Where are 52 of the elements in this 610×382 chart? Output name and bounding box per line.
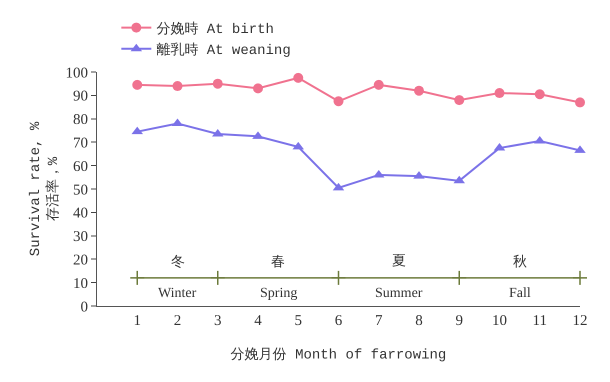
point xyxy=(253,83,263,94)
annotation: 春 xyxy=(271,254,285,270)
point xyxy=(172,81,182,92)
y-tick-label: 20 xyxy=(73,252,88,268)
y-tick-label: 0 xyxy=(80,299,88,316)
point xyxy=(575,97,585,108)
y-tick-label: 70 xyxy=(73,135,88,152)
x-tick-label: 9 xyxy=(456,313,463,329)
point xyxy=(210,270,226,286)
point xyxy=(572,270,588,286)
y-tick-label: 50 xyxy=(73,182,88,198)
x-tick-label: 4 xyxy=(254,313,262,329)
x-tick-label: 8 xyxy=(415,313,423,329)
y-tick-label: 40 xyxy=(73,206,88,222)
annotation: 冬 xyxy=(171,254,185,270)
y-tick-label: 60 xyxy=(73,158,88,175)
point xyxy=(293,72,304,83)
point xyxy=(534,89,545,100)
x-tick-label: 11 xyxy=(532,313,547,329)
point xyxy=(212,78,223,89)
point xyxy=(374,80,384,90)
annotation: Fall xyxy=(509,286,531,301)
y-tick-label: 90 xyxy=(73,88,88,105)
legend-label: 離乳時 At weaning xyxy=(156,42,291,60)
point xyxy=(132,80,142,90)
point xyxy=(494,88,504,98)
x-tick-label: 7 xyxy=(375,313,383,329)
x-tick-label: 12 xyxy=(572,313,588,329)
x-tick-label: 1 xyxy=(134,313,141,329)
x-tick-label: 10 xyxy=(492,313,507,329)
y-tick-label: 100 xyxy=(66,65,88,82)
annotation: 夏 xyxy=(392,254,406,269)
x-tick-label: 5 xyxy=(294,313,302,329)
point xyxy=(414,86,424,96)
y-tick-label: 10 xyxy=(73,276,88,292)
x-axis-title: 分娩月份 Month of farrowing xyxy=(230,346,446,364)
y-axis-title: Survival rate, % 存活率，% xyxy=(28,121,62,256)
point xyxy=(454,95,464,106)
annotation: Summer xyxy=(375,286,423,301)
y-tick-label: 80 xyxy=(73,112,88,128)
x-tick-label: 3 xyxy=(214,313,222,329)
legend-label: 分娩時 At birth xyxy=(156,21,274,38)
point xyxy=(130,270,145,286)
annotation: Winter xyxy=(158,286,197,301)
annotation: 秋 xyxy=(513,254,527,270)
point xyxy=(330,270,346,286)
x-tick-label: 6 xyxy=(334,313,343,329)
y-tick-label: 30 xyxy=(73,229,88,246)
annotation: Spring xyxy=(260,286,298,301)
point xyxy=(334,96,344,106)
point xyxy=(452,270,467,286)
x-tick-label: 2 xyxy=(174,313,182,329)
